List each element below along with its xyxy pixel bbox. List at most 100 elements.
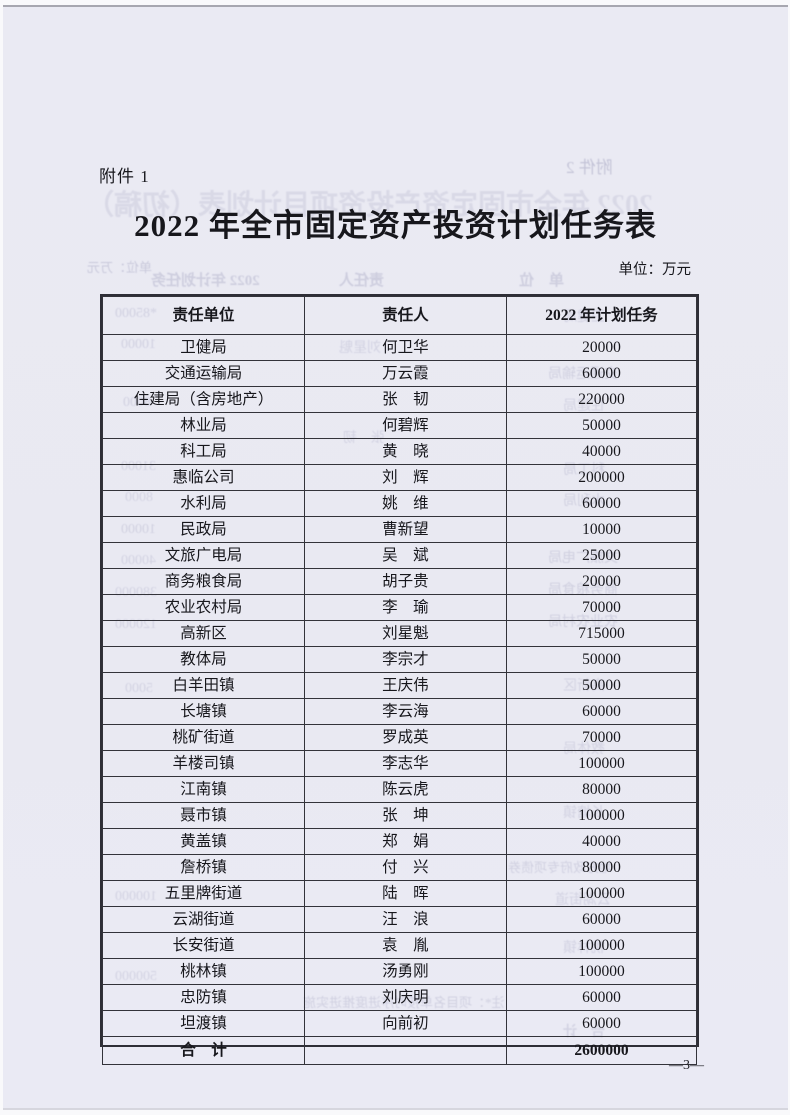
- person-cell: 曹新望: [303, 516, 507, 543]
- person-cell: 陈云虎: [303, 776, 507, 803]
- total-value-cell: 2600000: [505, 1036, 698, 1065]
- value-cell: 25000: [505, 542, 698, 569]
- unit-cell: 惠临公司: [102, 464, 305, 491]
- value-cell: 70000: [505, 594, 698, 621]
- person-cell: 付 兴: [303, 854, 507, 881]
- table-row: 民政局 曹新望 10000: [102, 516, 698, 543]
- table-row: 黄盖镇郑 娟 40000: [102, 828, 698, 855]
- unit-cell: 住建局（含房地产）: [102, 386, 305, 413]
- header-plan-task: 2022 年计划任务: [505, 296, 698, 335]
- bleedthrough-fragment: 责任人: [339, 273, 385, 289]
- bleedthrough-fragment: 2022 年计划任务: [151, 273, 260, 289]
- value-cell: 200000: [505, 464, 698, 491]
- table-row: 聂市镇张 坤 100000: [102, 802, 698, 829]
- person-cell: 李志华: [303, 750, 507, 777]
- table-row: 科工局黄 晓 40000: [102, 438, 698, 465]
- table-footer: 合 计 2600000: [102, 1036, 698, 1065]
- table-row: 江南镇 陈云虎 80000: [102, 776, 698, 803]
- table-row: 文旅广电局吴 斌 25000: [102, 542, 698, 569]
- unit-cell: 卫健局: [102, 334, 305, 361]
- person-cell: 张 坤: [303, 802, 507, 829]
- unit-cell: 五里牌街道: [102, 880, 305, 907]
- task-table: 责任单位 责任人 2022 年计划任务 卫健局 何卫华 20000 交通运输局 万云霞 6…: [102, 296, 698, 1065]
- person-cell: 李 瑜: [303, 594, 507, 621]
- unit-cell: 商务粮食局: [102, 568, 305, 595]
- total-label-cell: 合 计: [102, 1036, 305, 1065]
- unit-cell: 聂市镇: [102, 802, 305, 829]
- table-row: 交通运输局 万云霞 60000: [102, 360, 698, 387]
- table-row: 詹桥镇付 兴 80000: [102, 854, 698, 881]
- unit-cell: 科工局: [102, 438, 305, 465]
- person-cell: 陆 晖: [303, 880, 507, 907]
- unit-cell: 江南镇: [102, 776, 305, 803]
- person-cell: 刘庆明: [303, 984, 507, 1011]
- unit-cell: 高新区: [102, 620, 305, 647]
- table-row: 桃矿街道 罗成英 70000: [102, 724, 698, 751]
- table-row: 林业局 何碧辉 50000: [102, 412, 698, 439]
- bleedthrough-fragment: 单位：万元: [87, 260, 153, 275]
- unit-cell: 白羊田镇: [102, 672, 305, 699]
- person-cell: 郑 娟: [303, 828, 507, 855]
- value-cell: 715000: [505, 620, 698, 647]
- unit-cell: 长安街道: [102, 932, 305, 959]
- unit-cell: 水利局: [102, 490, 305, 517]
- scanned-page: 附件 2 2022 年全市固定资产投资项目计划表（初稿） 单位：万元 2022 年计划…: [3, 7, 788, 1108]
- person-cell: 万云霞: [303, 360, 507, 387]
- value-cell: 50000: [505, 646, 698, 673]
- value-cell: 60000: [505, 984, 698, 1011]
- unit-cell: 民政局: [102, 516, 305, 543]
- task-table-frame: 责任单位 责任人 2022 年计划任务 卫健局 何卫华 20000 交通运输局 万云霞 6…: [100, 294, 699, 1065]
- unit-cell: 交通运输局: [102, 360, 305, 387]
- table-row: 长安街道袁 胤 100000: [102, 932, 698, 959]
- unit-cell: 坦渡镇: [102, 1010, 305, 1037]
- value-cell: 100000: [505, 750, 698, 777]
- value-cell: 100000: [505, 958, 698, 985]
- table-row: 云湖街道汪 浪 60000: [102, 906, 698, 933]
- unit-cell: 忠防镇: [102, 984, 305, 1011]
- page-title: 2022 年全市固定资产投资计划任务表: [134, 208, 657, 243]
- table-row: 长塘镇 李云海 60000: [102, 698, 698, 725]
- unit-cell: 农业农村局: [102, 594, 305, 621]
- person-cell: 胡子贵: [303, 568, 507, 595]
- person-cell: 袁 胤: [303, 932, 507, 959]
- value-cell: 40000: [505, 438, 698, 465]
- value-cell: 50000: [505, 672, 698, 699]
- table-row: 商务粮食局 胡子贵 20000: [102, 568, 698, 595]
- total-empty-cell: [303, 1036, 507, 1065]
- value-cell: 220000: [505, 386, 698, 413]
- person-cell: 罗成英: [303, 724, 507, 751]
- table-row: 惠临公司刘 辉 200000: [102, 464, 698, 491]
- table-row: 农业农村局李 瑜 70000: [102, 594, 698, 621]
- value-cell: 80000: [505, 776, 698, 803]
- page-number: —3—: [669, 1058, 704, 1073]
- unit-cell: 文旅广电局: [102, 542, 305, 569]
- table-row: 水利局姚 维 60000: [102, 490, 698, 517]
- value-cell: 20000: [505, 568, 698, 595]
- table-row: 卫健局 何卫华 20000: [102, 334, 698, 361]
- table-body: 卫健局 何卫华 20000 交通运输局 万云霞 60000 住建局（含房地产）张 韧 2200…: [102, 334, 698, 1037]
- person-cell: 向前初: [303, 1010, 507, 1037]
- unit-cell: 林业局: [102, 412, 305, 439]
- person-cell: 王庆伟: [303, 672, 507, 699]
- unit-cell: 詹桥镇: [102, 854, 305, 881]
- value-cell: 60000: [505, 1010, 698, 1037]
- header-unit: 责任单位: [102, 296, 305, 335]
- person-cell: 吴 斌: [303, 542, 507, 569]
- value-cell: 60000: [505, 906, 698, 933]
- value-cell: 60000: [505, 490, 698, 517]
- unit-cell: 羊楼司镇: [102, 750, 305, 777]
- table-row: 住建局（含房地产）张 韧 220000: [102, 386, 698, 413]
- value-cell: 40000: [505, 828, 698, 855]
- person-cell: 李宗才: [303, 646, 507, 673]
- person-cell: 黄 晓: [303, 438, 507, 465]
- value-cell: 100000: [505, 802, 698, 829]
- value-cell: 50000: [505, 412, 698, 439]
- person-cell: 李云海: [303, 698, 507, 725]
- value-cell: 60000: [505, 360, 698, 387]
- total-row: 合 计 2600000: [102, 1036, 698, 1065]
- person-cell: 刘星魁: [303, 620, 507, 647]
- table-row: 高新区 刘星魁 715000: [102, 620, 698, 647]
- value-cell: 100000: [505, 880, 698, 907]
- bleedthrough-fragment: 单 位: [519, 273, 565, 289]
- unit-note: 单位：万元: [618, 262, 692, 278]
